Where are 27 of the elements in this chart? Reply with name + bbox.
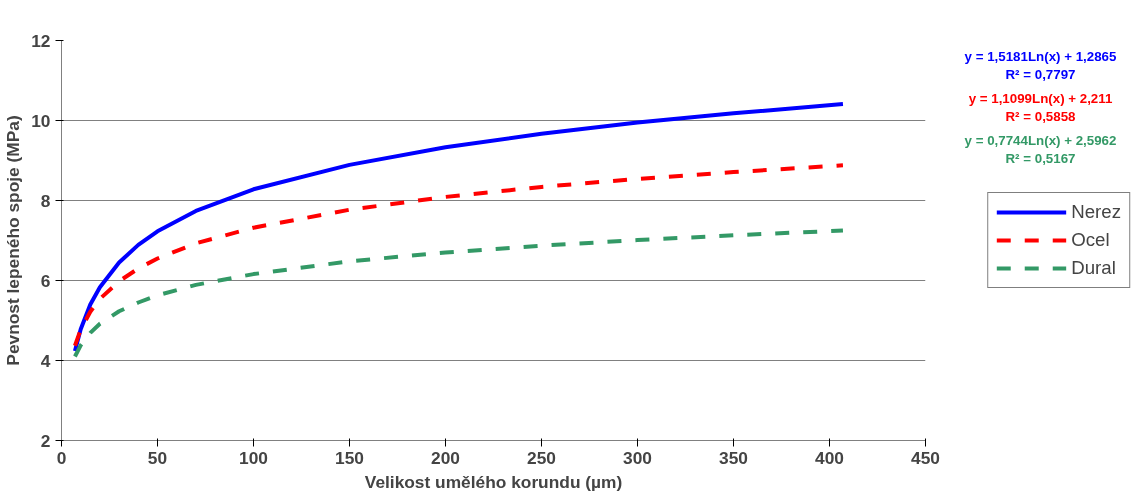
x-tick-label: 450 <box>911 447 940 468</box>
x-tick-label: 300 <box>623 447 652 468</box>
text: y = 1,5181Ln(x) + 1,2865 R² = 0,7797 <box>964 48 1118 83</box>
x-tick-label: 350 <box>719 447 748 468</box>
y-tick-label: 6 <box>40 270 51 291</box>
y-axis-title: Pevnost lepeného spoje (MPa) <box>3 115 24 366</box>
x-tick-label: 0 <box>56 447 67 468</box>
text: y = 0,7744Ln(x) + 2,5962 R² = 0,5167 <box>964 132 1117 167</box>
text: y = 1,1099Ln(x) + 2,211 R² = 0,5858 <box>968 90 1113 125</box>
line-series <box>72 163 845 348</box>
y-tick-label: 10 <box>31 110 51 131</box>
y-tick-label: 8 <box>40 190 51 211</box>
x-axis-title: Velikost umělého korundu (µm) <box>364 471 623 492</box>
x-tick-label: 100 <box>239 447 268 468</box>
legend-label: Ocel <box>1071 229 1110 251</box>
legend-label: Nerez <box>1071 201 1121 223</box>
y-tick-label: 4 <box>40 350 51 371</box>
x-tick-label: 250 <box>527 447 556 468</box>
x-tick-label: 50 <box>147 447 168 468</box>
line-series <box>72 228 845 359</box>
x-tick-label: 400 <box>815 447 844 468</box>
y-tick-label: 12 <box>31 30 51 51</box>
x-tick-label: 200 <box>431 447 460 468</box>
x-tick-label: 150 <box>335 447 364 468</box>
line-series <box>72 102 845 353</box>
legend-label: Dural <box>1071 257 1116 279</box>
y-tick-label: 2 <box>40 430 51 451</box>
